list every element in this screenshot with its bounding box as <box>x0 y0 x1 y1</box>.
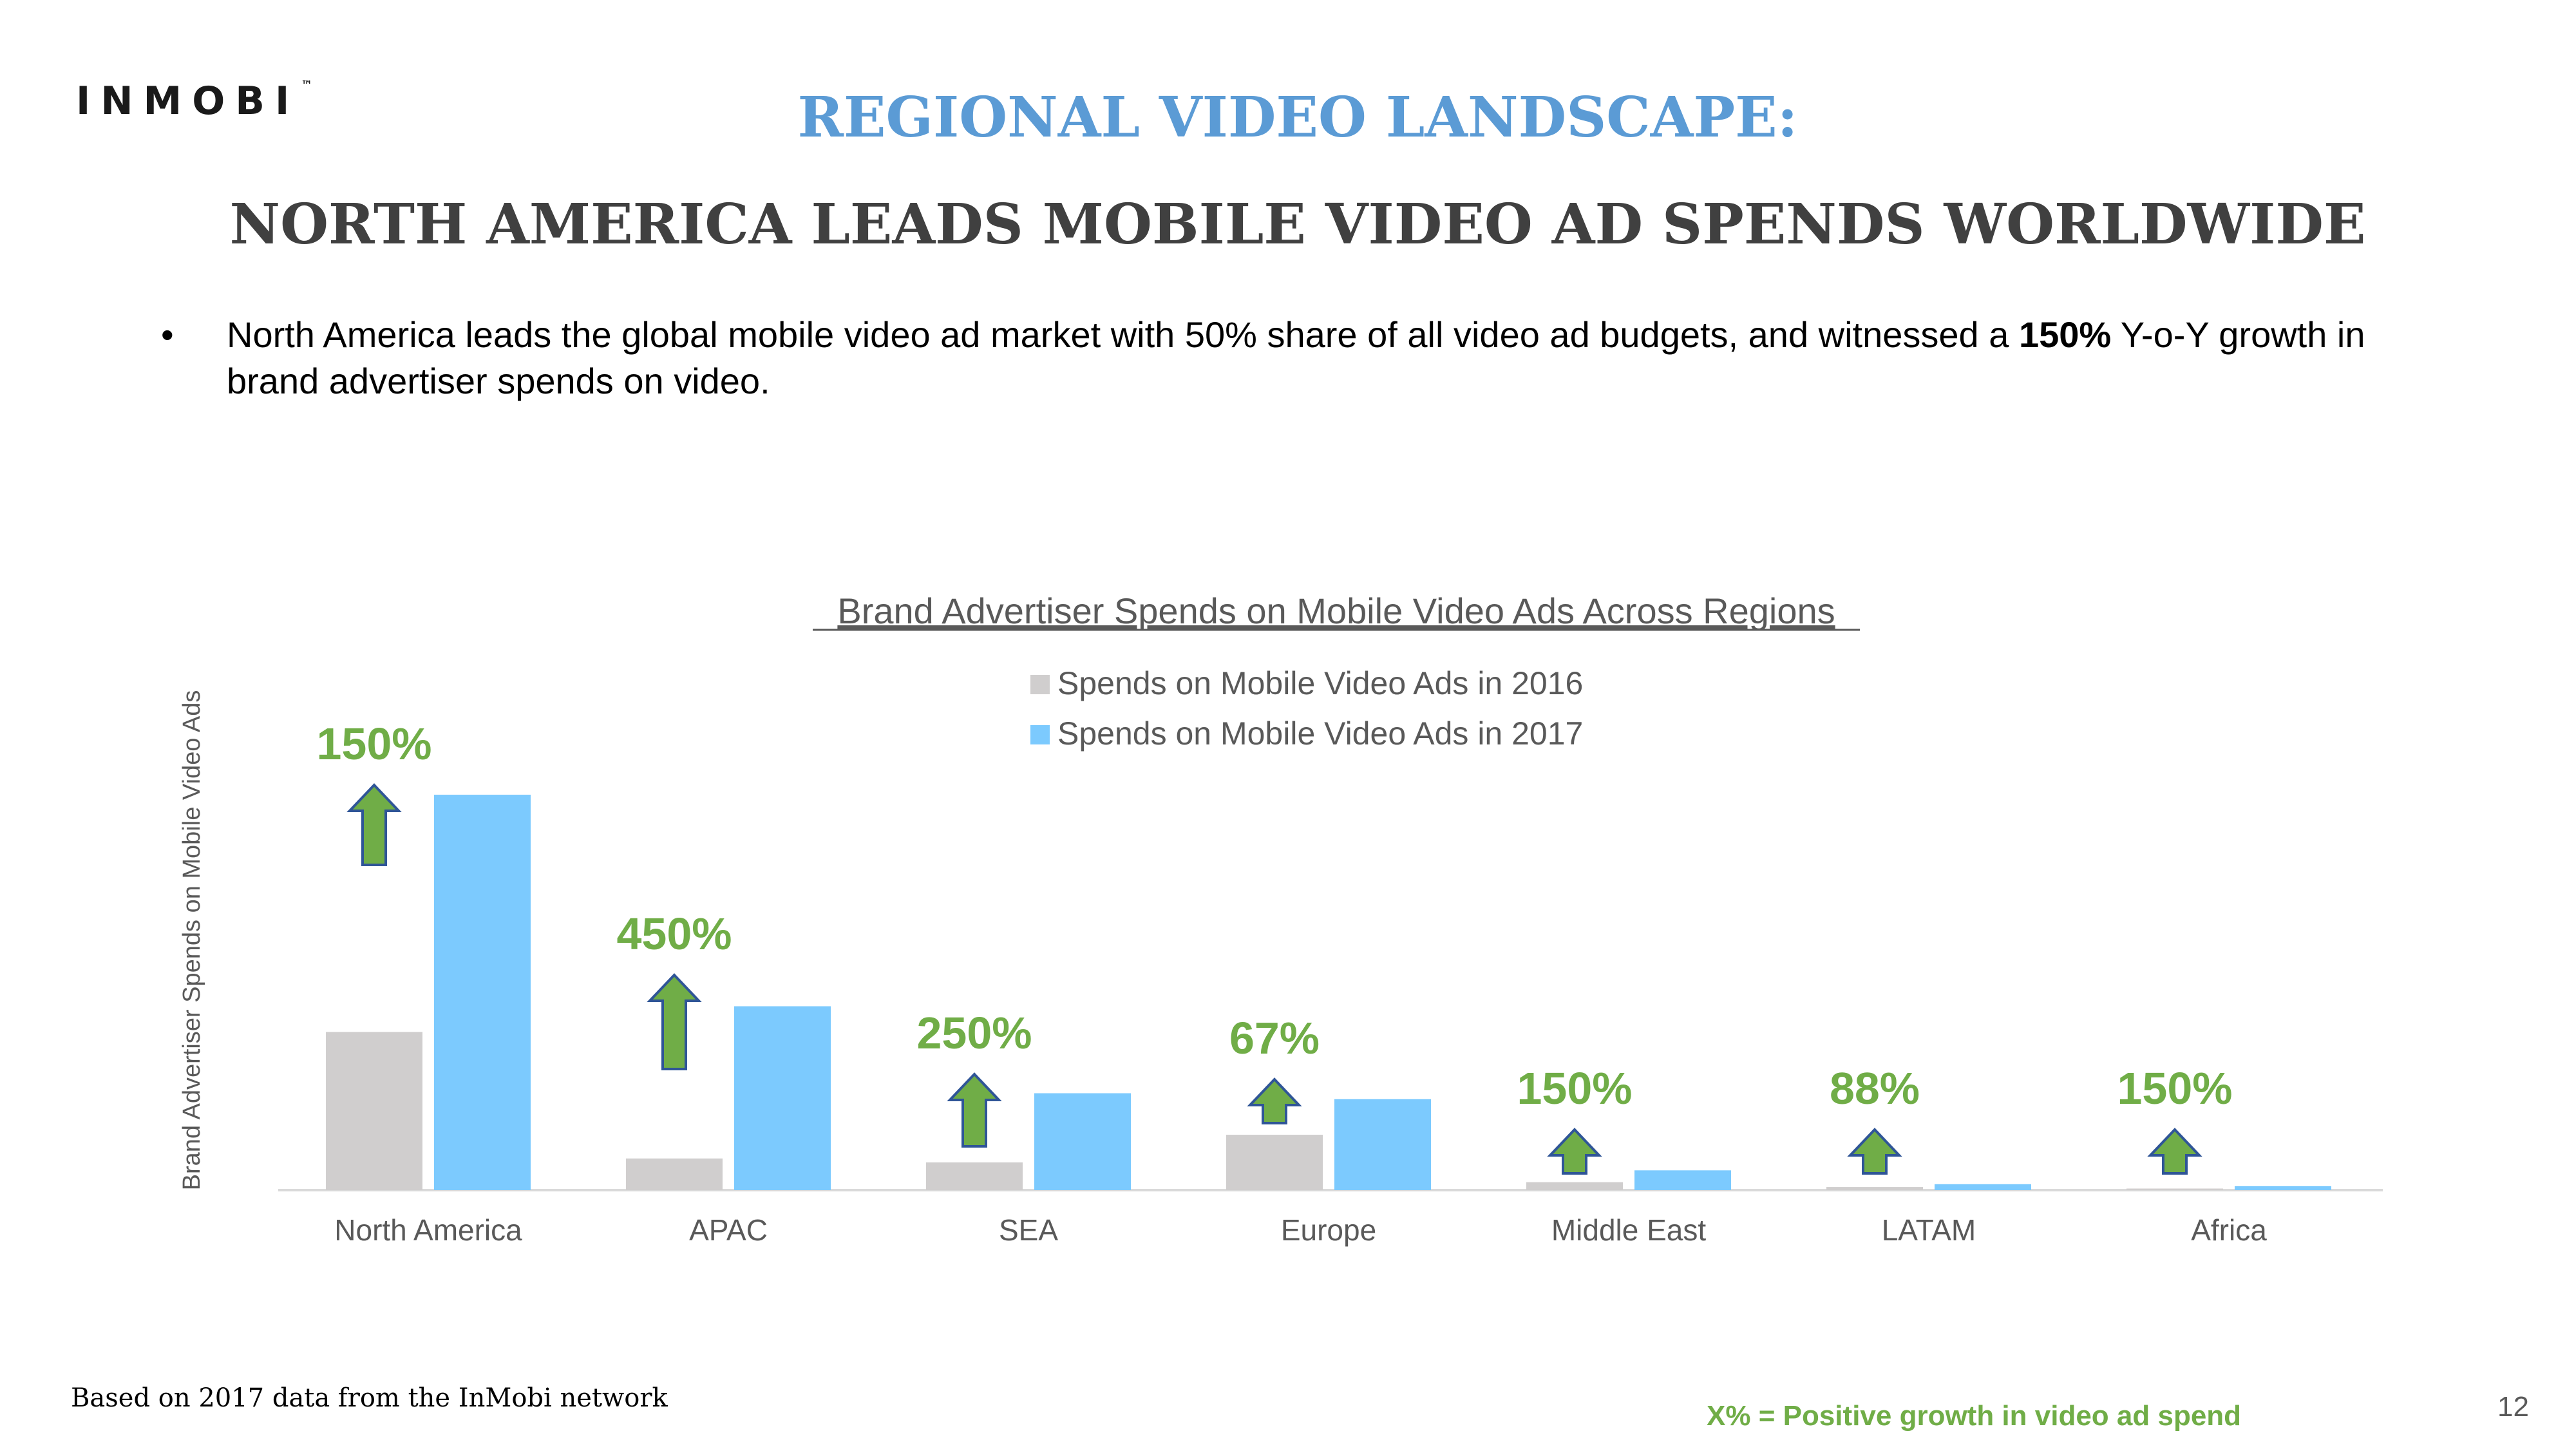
slide-subtitle: NORTH AMERICA LEADS MOBILE VIDEO AD SPEN… <box>229 192 2366 257</box>
bars-group <box>326 795 2331 1190</box>
slide-title: REGIONAL VIDEO LANDSCAPE: <box>797 85 1798 150</box>
x-tick-label-north-america: North America <box>334 1213 522 1247</box>
chart-title: Brand Advertiser Spends on Mobile Video … <box>837 591 1835 631</box>
bar-europe-series1 <box>1226 1135 1323 1190</box>
x-tick-label-latam: LATAM <box>1882 1213 1976 1247</box>
legend-label-1: Spends on Mobile Video Ads in 2016 <box>1057 665 1583 701</box>
growth-arrow-north-america <box>346 783 402 866</box>
bar-latam-series2 <box>1935 1184 2031 1190</box>
x-tick-label-middle-east: Middle East <box>1551 1213 1707 1247</box>
inmobi-logo: INMOBI ™ <box>76 79 312 124</box>
logo-trademark: ™ <box>301 79 313 92</box>
bullet-point: • North America leads the global mobile … <box>161 312 2370 404</box>
bullet-text-end: Y-o-Y growth in brand advertiser spends … <box>227 314 2365 401</box>
y-axis-label: Brand Advertiser Spends on Mobile Video … <box>178 690 205 1191</box>
legend-label-2: Spends on Mobile Video Ads in 2017 <box>1057 715 1583 752</box>
bar-africa-series2 <box>2235 1186 2331 1190</box>
growth-label-europe: 67% <box>1229 1013 1320 1063</box>
growth-arrow-apac <box>647 973 702 1070</box>
bullet-text: North America leads the global mobile vi… <box>227 312 2370 404</box>
growth-label-sea: 250% <box>916 1008 1032 1058</box>
growth-arrow-middle-east <box>1547 1128 1602 1175</box>
growth-arrow-africa <box>2147 1128 2202 1175</box>
bullet-marker: • <box>161 314 174 355</box>
logo-text: INMOBI <box>76 79 300 124</box>
x-tick-label-sea: SEA <box>999 1213 1058 1247</box>
growth-markers: 150% 450% 250% 67% 150% 88% 150% <box>316 719 2233 1175</box>
growth-legend-note: X% = Positive growth in video ad spend <box>1707 1400 2242 1432</box>
source-note: Based on 2017 data from the InMobi netwo… <box>71 1383 668 1413</box>
bullet-text-start: North America leads the global mobile vi… <box>227 314 2019 355</box>
x-tick-label-africa: Africa <box>2191 1213 2267 1247</box>
bar-europe-series2 <box>1334 1099 1431 1190</box>
growth-label-latam: 88% <box>1830 1063 1920 1113</box>
bar-north-america-series2 <box>434 795 531 1190</box>
page-number: 12 <box>2497 1391 2529 1423</box>
bar-north-america-series1 <box>326 1032 422 1190</box>
bar-africa-series1 <box>2126 1188 2223 1190</box>
bar-middle-east-series1 <box>1526 1182 1623 1190</box>
legend-swatch-1 <box>1030 675 1050 694</box>
bar-sea-series2 <box>1034 1093 1131 1190</box>
bar-apac-series1 <box>626 1158 723 1190</box>
x-tick-labels: North America APAC SEA Europe Middle East LAT… <box>334 1213 2267 1247</box>
x-tick-label-europe: Europe <box>1281 1213 1376 1247</box>
legend-swatch-2 <box>1030 725 1050 744</box>
growth-label-apac: 450% <box>616 909 732 959</box>
bar-apac-series2 <box>734 1006 831 1190</box>
x-tick-label-apac: APAC <box>689 1213 768 1247</box>
bar-sea-series1 <box>926 1162 1023 1190</box>
bullet-text-bold: 150% <box>2018 314 2112 355</box>
growth-label-middle-east: 150% <box>1517 1063 1632 1113</box>
growth-label-africa: 150% <box>2117 1063 2232 1113</box>
growth-label-north-america: 150% <box>316 719 431 769</box>
growth-arrow-europe <box>1247 1077 1302 1124</box>
bar-middle-east-series2 <box>1634 1170 1731 1190</box>
bar-latam-series1 <box>1826 1187 1923 1190</box>
growth-arrow-sea <box>947 1072 1002 1148</box>
growth-arrow-latam <box>1847 1128 1902 1175</box>
chart-legend: Spends on Mobile Video Ads in 2016 Spends… <box>1030 665 1583 752</box>
